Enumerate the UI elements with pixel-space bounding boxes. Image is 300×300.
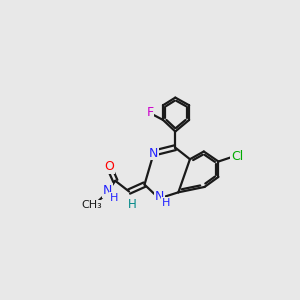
Text: N: N <box>149 146 158 160</box>
Text: Cl: Cl <box>231 150 243 163</box>
Text: H: H <box>110 193 118 203</box>
Text: F: F <box>146 106 154 119</box>
Text: CH₃: CH₃ <box>82 200 103 210</box>
Text: H: H <box>162 198 170 208</box>
Text: O: O <box>104 160 114 173</box>
Text: N: N <box>103 184 112 197</box>
Text: N: N <box>155 190 165 203</box>
Text: H: H <box>128 198 136 211</box>
